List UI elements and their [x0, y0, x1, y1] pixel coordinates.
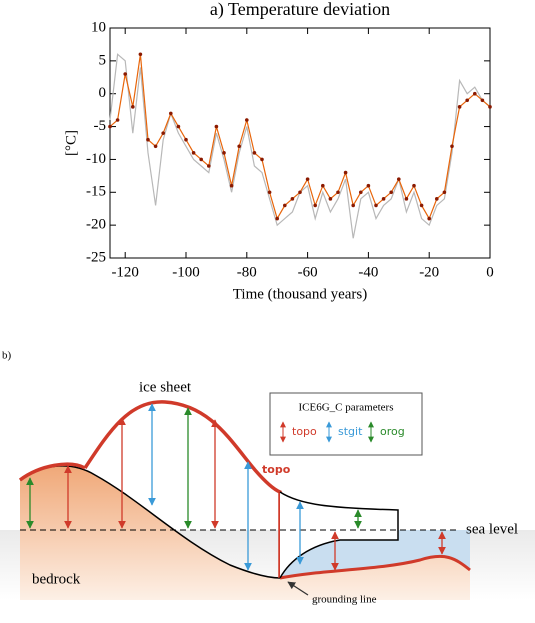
- point: [366, 183, 371, 188]
- point: [207, 164, 211, 168]
- x-tick-label: -100: [172, 264, 200, 280]
- point: [298, 190, 302, 195]
- point: [328, 197, 333, 201]
- point: [245, 118, 249, 122]
- legend-entry: topo: [292, 425, 317, 438]
- point: [374, 203, 378, 208]
- bedrock-label: bedrock: [32, 571, 81, 587]
- y-tick-label: -10: [86, 151, 106, 167]
- arrows: [26, 403, 446, 596]
- point: [457, 105, 462, 109]
- diagram: b) ice sheet ICE6G_C parameters: [0, 350, 535, 606]
- bedrock-ocean: [279, 554, 471, 580]
- x-tick-label: -80: [237, 264, 257, 280]
- series-line: [109, 53, 491, 239]
- topo-label: topo: [262, 463, 291, 476]
- point: [480, 98, 485, 103]
- point: [184, 137, 188, 142]
- grounding-line-label: grounding line: [312, 594, 377, 606]
- point: [343, 170, 348, 175]
- point: [222, 151, 226, 155]
- point: [123, 72, 127, 76]
- y-tick-label: 10: [91, 19, 106, 35]
- point: [389, 190, 394, 195]
- point: [138, 52, 143, 57]
- legend-entry: orog: [380, 425, 405, 438]
- point: [191, 151, 196, 155]
- x-tick-label: -20: [419, 264, 439, 280]
- y-axis-label: [°C]: [63, 130, 79, 156]
- point: [450, 144, 454, 149]
- point: [427, 216, 432, 221]
- ice-sheet-label: ice sheet: [139, 379, 192, 395]
- point: [465, 98, 470, 103]
- legend-title: ICE6G_C parameters: [299, 402, 394, 414]
- plot: -25 -20 -15 -10 -5 0 5 10 -120 -100 -80 -60 -40 -20 0: [86, 19, 494, 280]
- sea-level-label: sea level: [466, 521, 518, 537]
- point: [313, 203, 318, 208]
- point: [115, 118, 120, 122]
- plot-frame: [109, 27, 491, 259]
- point: [336, 190, 340, 195]
- x-tick-label: -40: [358, 264, 378, 280]
- y-tick-label: 5: [99, 52, 107, 68]
- point: [275, 216, 280, 221]
- point: [404, 197, 409, 201]
- x-tick-label: -120: [111, 264, 139, 280]
- point: [488, 105, 492, 109]
- point: [442, 190, 447, 195]
- point: [283, 203, 287, 208]
- chart-title: a) Temperature deviation: [210, 0, 390, 20]
- legend-entry: stgit: [338, 425, 363, 438]
- x-tick-label: -60: [298, 264, 318, 280]
- point: [419, 203, 424, 208]
- y-tick-label: 0: [99, 85, 107, 101]
- point: [199, 157, 203, 162]
- legend: topo stgit orog: [280, 421, 405, 443]
- point: [161, 131, 165, 135]
- point: [267, 190, 272, 195]
- land-surface: [18, 462, 86, 482]
- point: [214, 124, 219, 129]
- y-tick-label: -20: [86, 217, 106, 233]
- y-tick-label: -25: [86, 249, 106, 265]
- point: [169, 111, 173, 116]
- point: [321, 183, 325, 188]
- point: [260, 157, 264, 162]
- legend-box: [269, 392, 423, 456]
- point: [108, 124, 112, 129]
- point: [397, 177, 401, 181]
- point: [252, 151, 257, 155]
- point: [412, 183, 416, 188]
- point: [473, 91, 477, 96]
- panel-label: b): [2, 350, 12, 362]
- point: [381, 197, 386, 201]
- point: [359, 190, 363, 195]
- point: [131, 105, 135, 109]
- x-tick-label: 0: [486, 264, 494, 280]
- y-tick-label: -15: [86, 184, 106, 200]
- point: [435, 197, 439, 201]
- point: [237, 144, 241, 149]
- point: [290, 197, 295, 201]
- x-axis-label: Time (thousand years): [233, 286, 367, 302]
- point: [176, 124, 181, 129]
- point: [153, 144, 158, 149]
- point: [229, 183, 234, 188]
- point: [146, 137, 150, 142]
- y-tick-label: -5: [94, 118, 107, 134]
- point: [305, 177, 310, 181]
- point: [351, 203, 356, 208]
